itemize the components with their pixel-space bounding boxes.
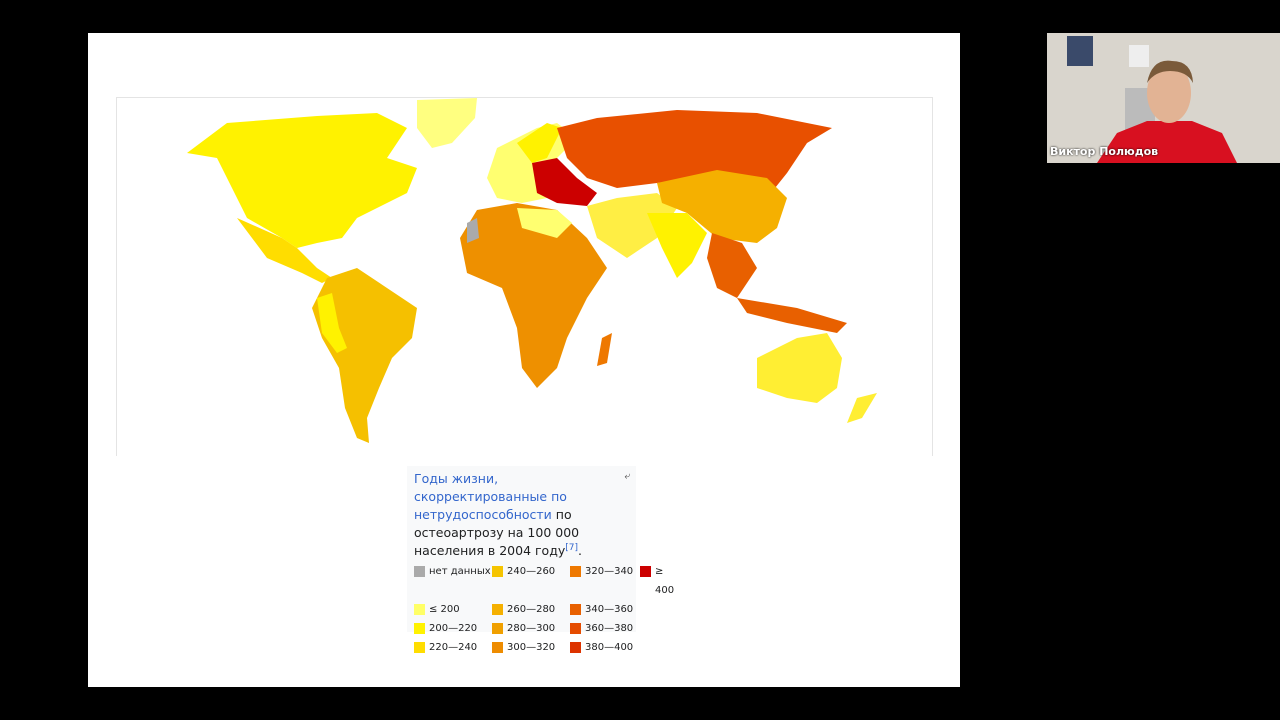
caption-ref[interactable]: [7] <box>565 542 578 553</box>
south-america <box>312 268 417 443</box>
legend-item: 280—300 <box>492 619 570 638</box>
legend-item: 380—400 <box>570 638 640 657</box>
legend-item: 340—360 <box>570 600 640 619</box>
australia <box>757 333 842 403</box>
caption-link[interactable]: Годы жизни, скорректированные по нетрудо… <box>414 471 567 522</box>
legend-swatch <box>492 623 503 634</box>
caption-end: . <box>578 543 582 558</box>
map-caption: ⤶ Годы жизни, скорректированные по нетру… <box>407 466 674 653</box>
legend-swatch <box>414 566 425 577</box>
participant-name: Виктор Полюдов <box>1050 145 1159 158</box>
madagascar <box>597 333 612 366</box>
india <box>647 213 707 278</box>
world-map <box>116 97 933 456</box>
scandinavia <box>517 123 562 163</box>
north-america <box>187 113 417 248</box>
southeast-asia <box>707 233 847 333</box>
head <box>1147 63 1191 123</box>
legend-swatch <box>414 604 425 615</box>
wall-picture <box>1129 45 1149 67</box>
legend-swatch <box>570 642 581 653</box>
legend-item: 300—320 <box>492 638 570 657</box>
legend-label: 340—360 <box>585 604 634 615</box>
legend-label: 200—220 <box>429 623 478 634</box>
caption-text: по остеоартрозу на 100 000 населения в 2… <box>414 507 580 558</box>
participant-video: Виктор Полюдов <box>1047 33 1280 163</box>
legend-item: 260—280 <box>492 600 570 619</box>
eastern-europe <box>532 158 597 206</box>
legend-item: 320—340 <box>570 562 640 600</box>
legend-label: 220—240 <box>429 642 478 653</box>
legend-label: 280—300 <box>507 623 556 634</box>
africa <box>460 203 607 388</box>
legend-label: нет данных <box>429 566 491 577</box>
legend-swatch <box>492 642 503 653</box>
mexico <box>237 218 332 283</box>
legend-item: 220—240 <box>414 638 492 657</box>
legend-label: 320—340 <box>585 566 634 577</box>
legend-item: 200—220 <box>414 619 492 638</box>
legend-label: 380—400 <box>585 642 634 653</box>
wall-picture <box>1067 36 1093 66</box>
legend-swatch <box>414 623 425 634</box>
north-africa <box>517 208 572 238</box>
legend-swatch <box>492 604 503 615</box>
legend-swatch <box>414 642 425 653</box>
legend-item: 360—380 <box>570 619 640 638</box>
russia <box>557 110 832 198</box>
china <box>657 170 787 243</box>
legend-swatch <box>570 623 581 634</box>
legend-item: 240—260 <box>492 562 570 600</box>
legend-item: ≤ 200 <box>414 600 492 619</box>
west-south-america <box>317 293 347 353</box>
video-frame <box>1067 36 1237 163</box>
new-zealand <box>847 393 877 423</box>
legend-swatch <box>570 566 581 577</box>
legend-item: ≥ 400 <box>640 562 674 600</box>
hair <box>1147 60 1193 83</box>
expand-icon[interactable]: ⤶ <box>624 471 630 482</box>
legend-label: 360—380 <box>585 623 634 634</box>
legend-swatch <box>640 566 651 577</box>
legend-swatch <box>492 566 503 577</box>
middle-east <box>587 193 677 258</box>
legend: нет данных ≤ 200 200—220 220—240 240—260 260—… <box>414 562 674 657</box>
legend-item: нет данных <box>414 562 492 600</box>
legend-label: ≥ 400 <box>655 566 675 596</box>
legend-label: ≤ 200 <box>429 604 460 615</box>
legend-label: 260—280 <box>507 604 556 615</box>
legend-label: 240—260 <box>507 566 556 577</box>
legend-label: 300—320 <box>507 642 556 653</box>
west-sahara <box>467 218 479 243</box>
shirt <box>1097 121 1237 163</box>
legend-swatch <box>570 604 581 615</box>
greenland <box>417 98 477 148</box>
shared-slide: ⤶ Годы жизни, скорректированные по нетру… <box>88 33 960 687</box>
map-shapes <box>187 98 877 443</box>
